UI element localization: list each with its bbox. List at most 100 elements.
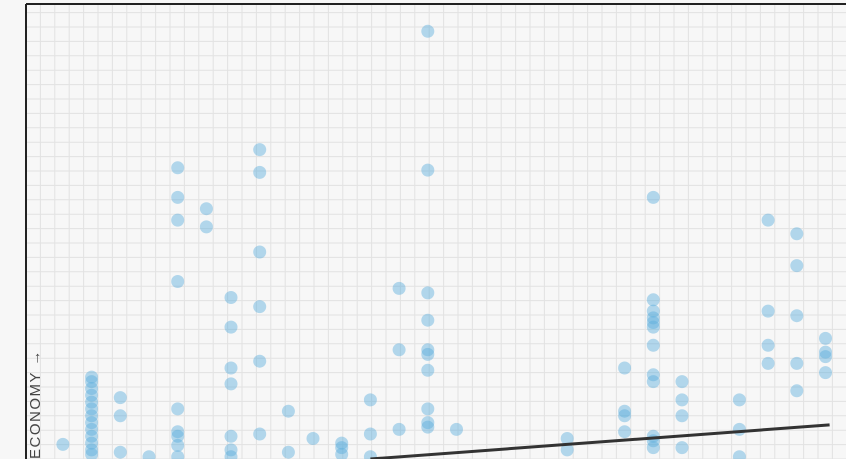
data-point: [761, 304, 775, 318]
data-point: [560, 443, 574, 457]
data-point: [363, 450, 377, 459]
data-point: [199, 202, 213, 216]
data-point: [618, 361, 632, 375]
data-point: [421, 24, 435, 38]
data-point: [761, 338, 775, 352]
data-point: [421, 420, 435, 434]
data-point: [85, 447, 99, 459]
data-point: [85, 382, 99, 395]
data-point: [253, 245, 267, 259]
data-point: [675, 409, 689, 423]
data-point: [790, 384, 804, 398]
data-point: [224, 320, 238, 334]
data-point: [85, 416, 99, 430]
chart-grid: [25, 4, 846, 459]
data-point: [363, 393, 377, 407]
data-point: [56, 437, 70, 451]
data-point: [113, 409, 127, 423]
data-point: [392, 343, 406, 357]
data-point: [790, 356, 804, 370]
data-point: [732, 393, 746, 407]
data-point: [253, 354, 267, 368]
data-point: [392, 281, 406, 295]
data-point: [113, 391, 127, 405]
data-point: [253, 300, 267, 314]
data-point: [224, 450, 238, 459]
data-point: [819, 345, 832, 359]
data-point: [171, 450, 185, 459]
data-point: [85, 388, 99, 402]
data-point: [646, 368, 660, 382]
data-point: [790, 227, 804, 241]
data-point: [253, 143, 267, 157]
data-point: [85, 436, 99, 450]
data-point: [646, 293, 660, 307]
data-point: [224, 291, 238, 304]
data-point: [646, 320, 660, 334]
data-point: [85, 370, 99, 384]
data-point: [224, 361, 238, 375]
data-point: [732, 422, 746, 436]
data-point: [171, 402, 185, 416]
data-point: [560, 432, 574, 445]
data-point: [421, 163, 435, 177]
data-point: [421, 402, 435, 416]
data-point: [618, 409, 632, 423]
data-point: [646, 304, 660, 318]
data-point: [85, 375, 99, 389]
data-point: [224, 377, 238, 391]
data-point: [224, 429, 238, 443]
data-point: [675, 375, 689, 389]
data-point: [421, 286, 435, 300]
data-point: [171, 429, 185, 443]
data-points: [56, 24, 832, 459]
data-point: [732, 450, 746, 459]
data-point: [85, 443, 99, 457]
data-point: [790, 259, 804, 273]
data-point: [85, 429, 99, 443]
data-point: [171, 425, 185, 439]
data-point: [646, 190, 660, 204]
data-point: [113, 445, 127, 459]
data-point: [761, 356, 775, 370]
data-point: [171, 213, 185, 227]
data-point: [421, 347, 435, 361]
data-point: [761, 213, 775, 227]
data-point: [363, 427, 377, 441]
data-point: [646, 375, 660, 389]
data-point: [224, 443, 238, 457]
data-point: [253, 427, 267, 441]
data-point: [675, 393, 689, 407]
data-point: [171, 161, 185, 175]
data-point: [819, 366, 832, 380]
data-point: [790, 309, 804, 323]
data-point: [171, 438, 185, 452]
data-point: [171, 190, 185, 204]
data-point: [421, 343, 435, 357]
data-point: [281, 404, 295, 418]
data-point: [335, 441, 349, 455]
data-point: [646, 311, 660, 325]
data-point: [646, 316, 660, 329]
trend-line: [370, 423, 830, 459]
data-point: [335, 436, 349, 450]
data-point: [199, 220, 213, 234]
data-point: [646, 441, 660, 455]
data-point: [646, 338, 660, 352]
data-point: [335, 447, 349, 459]
y-axis-label: ECONOMY →: [27, 349, 44, 459]
data-point: [819, 331, 832, 345]
data-point: [450, 422, 463, 436]
data-point: [85, 409, 99, 423]
data-point: [85, 395, 99, 409]
data-point: [306, 432, 320, 445]
data-point: [421, 363, 435, 377]
data-point: [819, 350, 832, 364]
data-point: [281, 445, 295, 459]
data-point: [392, 422, 406, 436]
data-point: [421, 416, 435, 430]
data-point: [85, 422, 99, 436]
data-point: [171, 275, 185, 288]
